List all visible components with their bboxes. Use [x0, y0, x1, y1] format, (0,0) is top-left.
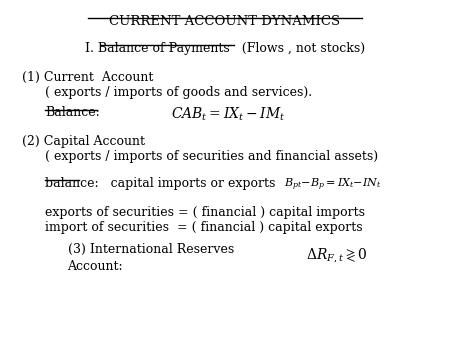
Text: exports of securities = ( financial ) capital imports: exports of securities = ( financial ) ca… — [45, 206, 365, 219]
Text: (3) International Reserves: (3) International Reserves — [68, 243, 234, 256]
Text: Balance:: Balance: — [45, 106, 100, 119]
Text: import of securities  = ( financial ) capital exports: import of securities = ( financial ) cap… — [45, 221, 363, 234]
Text: $CAB_t = IX_t - IM_t$: $CAB_t = IX_t - IM_t$ — [171, 105, 285, 123]
Text: (1) Current  Account: (1) Current Account — [22, 71, 154, 84]
Text: ( exports / imports of goods and services).: ( exports / imports of goods and service… — [45, 86, 312, 99]
Text: Account:: Account: — [68, 260, 123, 273]
Text: balance:   capital imports or exports: balance: capital imports or exports — [45, 177, 275, 190]
Text: CURRENT ACCOUNT DYNAMICS: CURRENT ACCOUNT DYNAMICS — [109, 15, 341, 28]
Text: $B_{pt}{-}B_{p}{=}IX_t{-}IN_t$: $B_{pt}{-}B_{p}{=}IX_t{-}IN_t$ — [284, 176, 381, 193]
Text: $\Delta R_{F,t}\gtrless 0$: $\Delta R_{F,t}\gtrless 0$ — [306, 246, 367, 265]
Text: (2) Capital Account: (2) Capital Account — [22, 135, 145, 148]
Text: ( exports / imports of securities and financial assets): ( exports / imports of securities and fi… — [45, 150, 378, 163]
Text: I. Balance of Payments   (Flows , not stocks): I. Balance of Payments (Flows , not stoc… — [85, 42, 365, 55]
